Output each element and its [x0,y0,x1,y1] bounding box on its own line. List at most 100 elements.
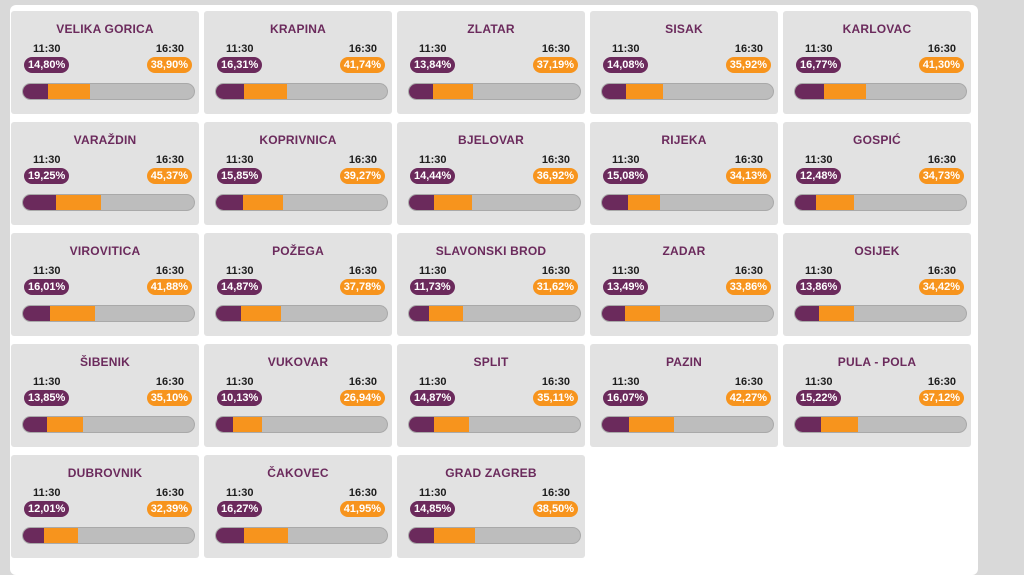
turnout-1630-badge: 35,10% [146,390,192,406]
turnout-bar [22,83,195,100]
turnout-1130-badge: 15,08% [603,168,649,184]
time-label-1130: 11:30 [226,265,254,277]
time-label-1130: 11:30 [226,376,254,388]
turnout-bar [601,83,774,100]
city-name: RIJEKA [661,133,707,147]
turnout-bar [22,527,195,544]
turnout-1630-badge: 35,11% [533,390,578,406]
turnout-grid: VELIKA GORICA 11:30 16:30 14,80% 38,90% KRAPI… [10,5,978,569]
city-card: GOSPIĆ 11:30 16:30 12,48% 34,73% [783,122,971,225]
city-name: SISAK [665,22,703,36]
time-label-1130: 11:30 [226,154,254,166]
turnout-1130-badge: 13,84% [410,57,456,73]
city-name: PAZIN [665,355,703,369]
city-name: OSIJEK [854,244,900,258]
turnout-bar [215,305,388,322]
bar-segment-1630 [244,528,288,543]
bar-segment-1630 [625,306,660,321]
city-card: VUKOVAR 11:30 16:30 10,13% 26,94% [204,344,392,447]
turnout-bar [794,194,967,211]
bar-segment-1130 [409,195,434,210]
time-label-1130: 11:30 [805,43,833,55]
city-name: KARLOVAC [842,22,912,36]
turnout-1130-badge: 15,85% [217,168,263,184]
bar-segment-1130 [795,84,824,99]
time-label-1630: 16:30 [155,376,184,388]
time-label-1630: 16:30 [541,376,570,388]
turnout-bar [794,83,967,100]
bar-segment-1630 [47,417,83,432]
bar-segment-1130 [795,306,819,321]
bar-segment-1130 [602,195,628,210]
time-label-1630: 16:30 [541,154,570,166]
time-label-1130: 11:30 [419,154,447,166]
bar-segment-1130 [23,306,50,321]
turnout-1130-badge: 14,87% [410,390,456,406]
bar-segment-1630 [628,195,660,210]
turnout-bar [22,416,195,433]
turnout-bar [408,83,581,100]
time-label-1630: 16:30 [348,43,377,55]
time-label-1130: 11:30 [612,265,640,277]
turnout-bar [408,305,581,322]
turnout-bar [601,416,774,433]
bar-segment-1630 [56,195,101,210]
time-label-1630: 16:30 [927,376,956,388]
city-card: RIJEKA 11:30 16:30 15,08% 34,13% [590,122,778,225]
turnout-1630-badge: 31,62% [532,279,578,295]
turnout-1130-badge: 16,31% [217,57,263,73]
time-label-1630: 16:30 [734,376,763,388]
turnout-1130-badge: 14,44% [410,168,456,184]
time-label-1630: 16:30 [155,265,184,277]
time-label-1130: 11:30 [612,376,640,388]
turnout-1130-badge: 16,27% [217,501,263,517]
city-card: SISAK 11:30 16:30 14,08% 35,92% [590,11,778,114]
city-card: ZADAR 11:30 16:30 13,49% 33,86% [590,233,778,336]
turnout-bar [408,194,581,211]
bar-segment-1130 [795,417,821,432]
city-name: SPLIT [473,355,509,369]
city-card: PAZIN 11:30 16:30 16,07% 42,27% [590,344,778,447]
bar-segment-1630 [433,84,473,99]
turnout-1630-badge: 39,27% [339,168,385,184]
city-name: VELIKA GORICA [56,22,154,36]
time-label-1130: 11:30 [805,376,833,388]
time-label-1130: 11:30 [419,376,447,388]
turnout-1630-badge: 41,88% [146,279,192,295]
bar-segment-1630 [44,528,78,543]
bar-segment-1630 [241,306,281,321]
bar-segment-1630 [819,306,854,321]
city-name: VIROVITICA [69,244,141,258]
time-label-1130: 11:30 [226,487,254,499]
bar-segment-1130 [23,417,47,432]
turnout-1130-badge: 12,48% [796,168,842,184]
turnout-1630-badge: 37,78% [339,279,385,295]
turnout-1130-badge: 14,08% [603,57,649,73]
bar-segment-1630 [233,417,262,432]
bar-segment-1630 [821,417,858,432]
results-panel: VELIKA GORICA 11:30 16:30 14,80% 38,90% KRAPI… [10,5,978,575]
time-label-1630: 16:30 [927,43,956,55]
city-card: OSIJEK 11:30 16:30 13,86% 34,42% [783,233,971,336]
turnout-1630-badge: 37,12% [918,390,964,406]
city-name: BJELOVAR [457,133,525,147]
turnout-bar [601,194,774,211]
time-label-1130: 11:30 [33,487,61,499]
turnout-1630-badge: 41,30% [918,57,964,73]
turnout-1630-badge: 34,42% [918,279,964,295]
time-label-1130: 11:30 [33,376,61,388]
bar-segment-1630 [429,306,463,321]
turnout-1130-badge: 14,87% [217,279,263,295]
time-label-1630: 16:30 [541,487,570,499]
time-label-1630: 16:30 [155,487,184,499]
city-name: GRAD ZAGREB [445,466,537,480]
turnout-1630-badge: 33,86% [725,279,771,295]
time-label-1630: 16:30 [541,265,570,277]
city-card: POŽEGA 11:30 16:30 14,87% 37,78% [204,233,392,336]
city-card: VARAŽDIN 11:30 16:30 19,25% 45,37% [11,122,199,225]
turnout-1630-badge: 45,37% [146,168,192,184]
turnout-1630-badge: 41,74% [339,57,385,73]
bar-segment-1130 [602,84,626,99]
city-name: VUKOVAR [267,355,329,369]
city-card: ČAKOVEC 11:30 16:30 16,27% 41,95% [204,455,392,558]
